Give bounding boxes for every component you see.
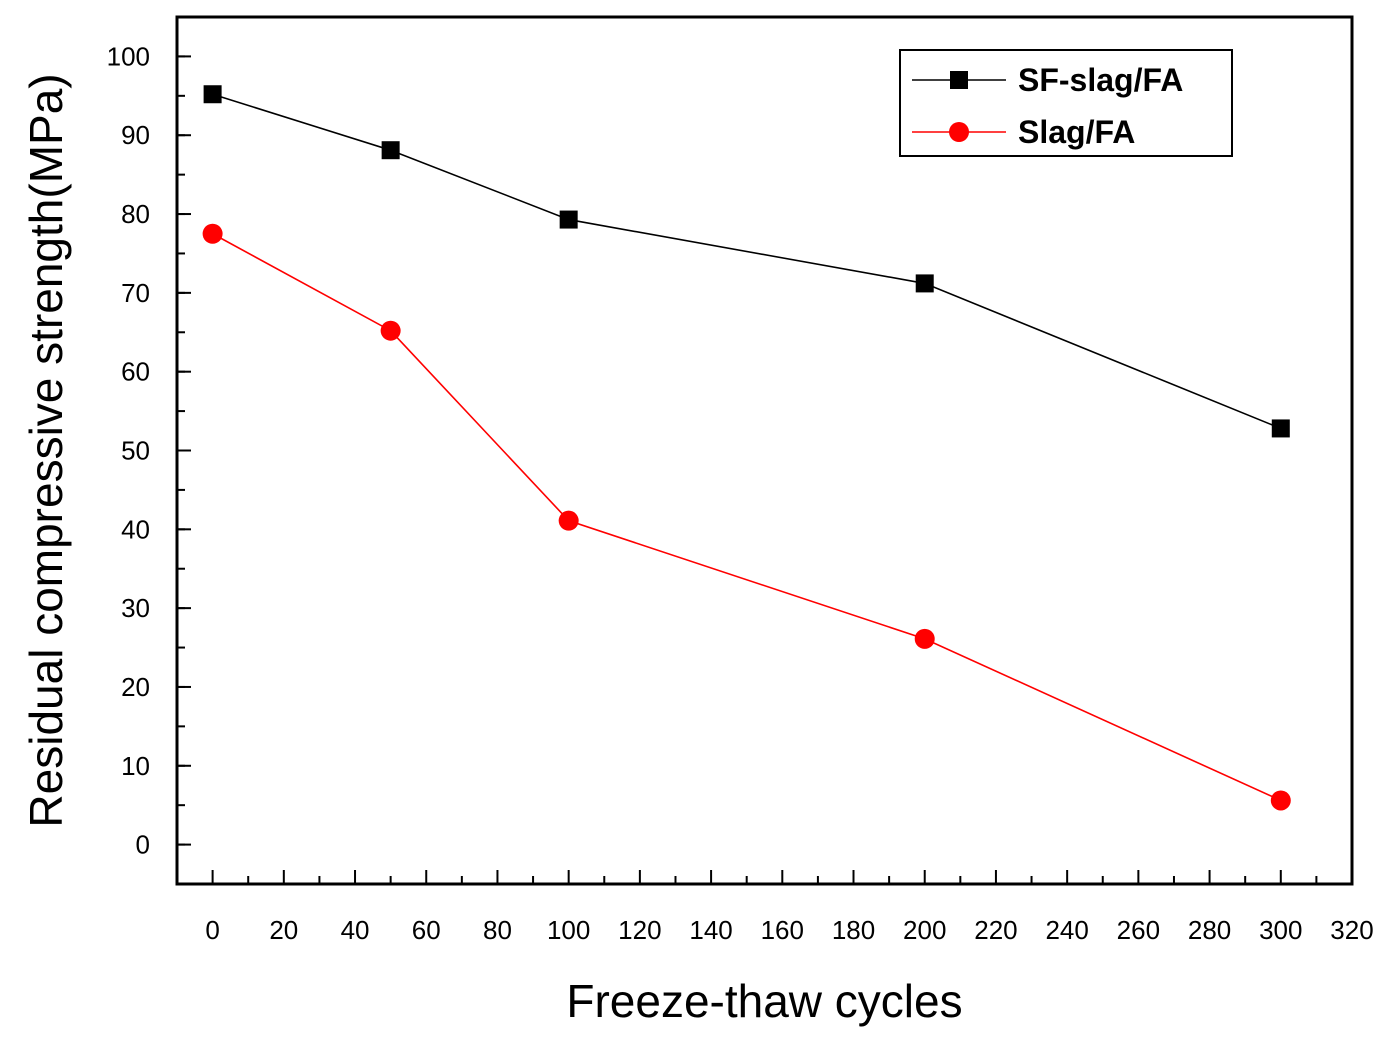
y-tick-label: 80 — [121, 199, 150, 229]
legend-label: SF-slag/FA — [1018, 62, 1183, 98]
y-tick-label: 50 — [121, 436, 150, 466]
legend: SF-slag/FA Slag/FA — [899, 49, 1233, 157]
legend-box — [899, 49, 1233, 157]
y-axis: 0 10 20 30 40 50 60 70 80 90 100 — [107, 16, 191, 885]
x-tick-label: 140 — [689, 915, 732, 945]
x-tick-label: 180 — [832, 915, 875, 945]
y-tick-label: 30 — [121, 593, 150, 623]
x-tick-label: 200 — [903, 915, 946, 945]
legend-item: SF-slag/FA — [912, 62, 1183, 98]
series-1 — [203, 85, 1290, 438]
data-point — [203, 85, 222, 104]
y-tick-label: 70 — [121, 278, 150, 308]
data-point — [915, 274, 934, 293]
legend-label: Slag/FA — [1018, 114, 1135, 150]
y-tick-label: 100 — [107, 41, 150, 71]
series-line — [212, 233, 1282, 802]
data-point — [1271, 419, 1290, 438]
x-tick-label: 100 — [547, 915, 590, 945]
legend-marker — [950, 71, 968, 89]
y-tick-label: 10 — [121, 751, 150, 781]
legend-item: Slag/FA — [912, 114, 1135, 150]
y-tick-label: 60 — [121, 357, 150, 387]
y-tick-label: 90 — [121, 120, 150, 150]
data-point — [381, 141, 400, 160]
legend-marker — [949, 122, 969, 142]
x-tick-label: 80 — [483, 915, 512, 945]
x-tick-label: 320 — [1330, 915, 1373, 945]
x-tick-label: 120 — [618, 915, 661, 945]
data-point — [558, 510, 579, 531]
x-tick-label: 260 — [1117, 915, 1160, 945]
x-tick-label: 280 — [1188, 915, 1231, 945]
y-tick-label: 0 — [136, 830, 150, 860]
data-point — [914, 628, 935, 649]
x-tick-label: 220 — [974, 915, 1017, 945]
data-point — [1270, 790, 1291, 811]
y-axis-title: Residual compressive strength(MPa) — [20, 73, 72, 827]
x-axis-title: Freeze-thaw cycles — [566, 975, 962, 1027]
series-layer — [202, 85, 1291, 811]
x-tick-label: 40 — [341, 915, 370, 945]
series-2 — [202, 223, 1291, 811]
x-tick-label: 240 — [1045, 915, 1088, 945]
x-tick-label: 160 — [761, 915, 804, 945]
x-tick-label: 0 — [205, 915, 219, 945]
x-tick-label: 20 — [269, 915, 298, 945]
x-tick-label: 300 — [1259, 915, 1302, 945]
y-tick-label: 20 — [121, 672, 150, 702]
x-tick-label: 60 — [412, 915, 441, 945]
y-tick-label: 40 — [121, 514, 150, 544]
data-point — [202, 223, 223, 244]
x-axis: 0 20 40 60 80 100 120 140 160 180 200 220 240 260 280 3… — [176, 870, 1374, 945]
data-point — [380, 320, 401, 341]
data-point — [559, 210, 578, 229]
